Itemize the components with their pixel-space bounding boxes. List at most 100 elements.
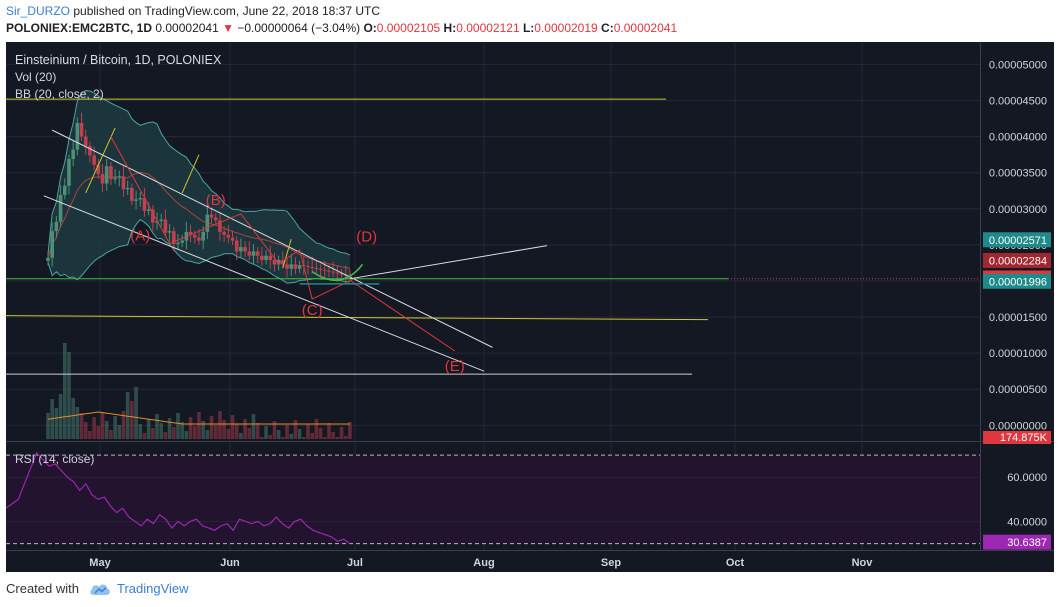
volume-bar: [264, 426, 268, 439]
volume-bar: [268, 435, 273, 439]
volume-bar: [310, 433, 314, 439]
volume-bar: [184, 431, 189, 439]
breakout-line: [349, 245, 548, 280]
candle-body: [62, 185, 67, 196]
tradingview-cloud-icon: [90, 583, 110, 595]
candle-body: [67, 158, 71, 186]
projection-line: [349, 279, 456, 352]
candle-body: [201, 231, 205, 241]
candle-body: [264, 255, 268, 261]
volume-bar: [92, 417, 96, 439]
candle-body: [75, 122, 80, 150]
author-link[interactable]: Sir_DURZO: [6, 4, 71, 18]
volume-bar: [335, 437, 340, 439]
high-label: H:: [443, 21, 457, 35]
volume-bar: [276, 430, 281, 439]
volume-bar: [46, 413, 50, 439]
volume-bar: [62, 343, 67, 439]
volume-bar: [79, 413, 84, 439]
x-tick-label: Nov: [852, 557, 874, 569]
volume-bar: [331, 432, 335, 439]
volume-bar: [230, 415, 235, 439]
bollinger-upper-line: [47, 90, 351, 256]
candle-body: [155, 221, 159, 223]
candle-body: [222, 231, 226, 235]
volume-bar: [201, 421, 205, 439]
volume-bar: [281, 437, 285, 439]
candle-body: [234, 240, 239, 252]
candle-body: [314, 267, 319, 269]
bollinger-legend[interactable]: BB (20, close, 2): [15, 87, 104, 101]
volume-bar: [176, 413, 180, 439]
candle-body: [88, 146, 92, 156]
volume-bar: [117, 425, 122, 439]
volume-bar: [218, 411, 222, 439]
candle-body: [197, 237, 201, 241]
down-arrow-icon: ▼: [222, 21, 234, 35]
candle-body: [260, 255, 264, 261]
volume-bar: [234, 424, 239, 439]
y-tick-label: 0.00001500: [989, 312, 1047, 324]
candle-body: [327, 270, 331, 272]
rsi-price-axis[interactable]: [980, 442, 1054, 550]
volume-bar: [180, 422, 184, 439]
x-tick-label: Jun: [220, 557, 240, 569]
candle-body: [243, 247, 247, 252]
volume-bar: [113, 416, 117, 439]
price-change: −0.00000064 (−3.04%): [237, 21, 361, 35]
candle-body: [96, 164, 101, 175]
main-pane[interactable]: [6, 42, 980, 441]
cup-arc-line: [311, 263, 364, 281]
wave-label: (B): [206, 192, 226, 209]
candle-body: [142, 197, 147, 211]
candle-body: [310, 266, 314, 268]
volume-legend[interactable]: Vol (20): [15, 70, 57, 84]
x-tick-label: Jul: [347, 557, 363, 569]
rsi-legend[interactable]: RSI (14, close): [15, 452, 95, 466]
volume-bar: [289, 434, 294, 439]
symbol-label: POLONIEX:EMC2BTC, 1D: [6, 21, 153, 35]
y-tick-label: 0.00004500: [989, 96, 1047, 108]
volume-bar: [134, 387, 138, 439]
candle-body: [100, 174, 105, 184]
candle-body: [281, 260, 285, 265]
volume-bar: [130, 401, 134, 439]
candle-body: [109, 166, 113, 180]
volume-bar: [327, 423, 331, 439]
volume-bar: [293, 420, 298, 439]
volume-bar: [151, 428, 155, 439]
candle-body: [230, 237, 235, 241]
y-tick-label: 0.00001000: [989, 348, 1047, 360]
channel-lower-line: [43, 195, 485, 372]
last-price: 0.00002041: [155, 21, 219, 35]
volume-ma-line: [47, 411, 350, 425]
volume-bar: [83, 422, 88, 439]
close-label: C:: [601, 21, 614, 35]
chart-title: Einsteinium / Bitcoin, 1D, POLONIEX: [15, 53, 222, 67]
candle-body: [209, 214, 214, 218]
high-value: 0.00002121: [456, 21, 520, 35]
candle-body: [205, 214, 210, 232]
candle-body: [188, 231, 193, 235]
volume-bar: [213, 425, 218, 439]
rsi-tick-label: 60.0000: [1007, 472, 1047, 484]
open-label: O:: [363, 21, 377, 35]
price-axis-tag-label: 0.00002284: [989, 255, 1047, 267]
tradingview-link[interactable]: TradingView: [116, 581, 189, 596]
volume-bar: [243, 419, 247, 439]
volume-bar: [322, 437, 327, 439]
candle-body: [79, 122, 84, 137]
x-tick-label: Oct: [726, 557, 745, 569]
volume-bar: [251, 414, 256, 439]
candle-body: [293, 264, 298, 269]
volume-bar: [96, 426, 101, 439]
wave-label: (A): [130, 228, 150, 245]
time-axis[interactable]: [6, 550, 1054, 572]
price-axis-tag: [983, 252, 1051, 268]
volume-bar: [209, 416, 214, 439]
volume-bar: [138, 424, 143, 439]
y-tick-label: 0.00000500: [989, 384, 1047, 396]
candle-body: [192, 234, 197, 238]
rsi-band-fill: [6, 455, 980, 544]
chart-canvas[interactable]: 0.00005000 0.00004500 0.00004000 0.00003500…: [0, 42, 1060, 572]
